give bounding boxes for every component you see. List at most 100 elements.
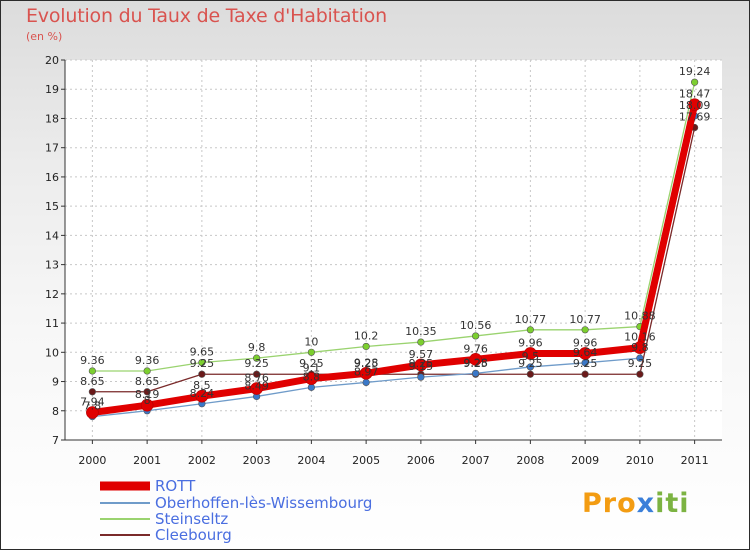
data-point-oberhoffen-l-s-wissembourg	[636, 354, 644, 362]
data-point-cleebourg	[526, 370, 534, 378]
data-point-rott	[359, 367, 373, 380]
data-label-rott: 9.1	[303, 362, 321, 375]
x-tick-label: 2011	[681, 454, 709, 467]
data-point-cleebourg	[636, 370, 644, 378]
data-label-cleebourg: 9.25	[628, 357, 653, 370]
data-label-rott: 18.47	[679, 88, 711, 101]
data-label-cleebourg: 9.25	[299, 357, 324, 370]
data-point-steinseltz	[362, 342, 370, 351]
plot-background	[65, 60, 722, 440]
logo-part-1: Pro	[582, 488, 637, 519]
data-label-cleebourg: 17.69	[679, 111, 711, 124]
data-point-cleebourg	[581, 370, 589, 378]
data-point-steinseltz	[198, 358, 206, 367]
data-point-steinseltz	[253, 354, 261, 362]
data-label-oberhoffen-l-s-wissembourg: 8.97	[354, 365, 379, 378]
data-label-cleebourg: 9.25	[409, 357, 434, 370]
y-tick-label: 9	[52, 376, 59, 389]
y-tick-label: 14	[45, 229, 59, 242]
data-point-rott	[305, 372, 318, 385]
data-label-steinseltz: 9.36	[135, 354, 160, 367]
data-label-oberhoffen-l-s-wissembourg: 8.8	[303, 370, 321, 383]
series-line-cleebourg	[91, 126, 696, 393]
y-tick-label: 17	[45, 142, 59, 155]
data-label-oberhoffen-l-s-wissembourg: 18.09	[679, 99, 711, 112]
y-tick-label: 16	[45, 171, 59, 184]
data-point-rott	[86, 406, 99, 419]
data-point-cleebourg	[88, 388, 96, 396]
data-point-rott	[524, 347, 537, 360]
data-point-cleebourg	[198, 370, 206, 378]
data-label-cleebourg: 8.65	[135, 375, 160, 388]
chart-title: Evolution du Taux de Taxe d'Habitation	[26, 5, 387, 27]
data-label-rott: 9.96	[573, 336, 598, 349]
data-label-rott: 7.94	[80, 396, 105, 409]
data-label-steinseltz: 10.56	[460, 319, 492, 332]
data-label-rott: 9.76	[463, 342, 488, 355]
data-point-steinseltz	[307, 348, 315, 356]
data-label-oberhoffen-l-s-wissembourg: 9.5	[522, 350, 540, 363]
data-point-oberhoffen-l-s-wissembourg	[472, 369, 480, 377]
data-point-cleebourg	[253, 370, 261, 378]
data-label-steinseltz: 10.77	[569, 313, 601, 326]
data-point-cleebourg	[143, 388, 151, 396]
chart-unit: (en %)	[26, 30, 63, 43]
data-label-rott: 9.28	[354, 356, 379, 369]
data-label-rott: 10.16	[624, 331, 656, 344]
y-tick-label: 10	[45, 346, 59, 359]
legend-label-rott: ROTT	[155, 477, 196, 495]
data-label-steinseltz: 9.8	[248, 341, 266, 354]
legend-label-cleebourg: Cleebourg	[155, 526, 232, 544]
data-point-steinseltz	[526, 326, 534, 334]
y-tick-label: 7	[52, 434, 59, 447]
proxiti-logo: Proxiti	[582, 488, 690, 519]
data-label-cleebourg: 8.65	[80, 375, 105, 388]
y-tick-label: 15	[45, 200, 59, 213]
data-label-cleebourg: 9.25	[463, 357, 488, 370]
data-point-steinseltz	[581, 326, 589, 334]
x-tick-label: 2001	[133, 454, 161, 467]
y-tick-label: 20	[45, 54, 59, 67]
data-label-rott: 8.19	[135, 388, 160, 401]
data-point-rott	[469, 353, 482, 366]
data-point-steinseltz	[88, 367, 96, 375]
x-tick-label: 2008	[516, 454, 544, 467]
data-label-steinseltz: 10.77	[515, 313, 547, 326]
data-label-oberhoffen-l-s-wissembourg: 9.64	[573, 346, 598, 359]
y-tick-label: 12	[45, 288, 59, 301]
data-label-oberhoffen-l-s-wissembourg: 7.8	[84, 400, 102, 413]
data-point-oberhoffen-l-s-wissembourg	[417, 373, 425, 381]
y-tick-label: 18	[45, 112, 59, 125]
data-label-oberhoffen-l-s-wissembourg: 8	[144, 394, 151, 407]
data-label-cleebourg: 9.25	[190, 357, 215, 370]
data-point-rott	[633, 341, 647, 354]
data-point-rott	[195, 389, 209, 403]
logo-part-2: x	[636, 488, 656, 519]
data-point-steinseltz	[691, 78, 699, 86]
data-point-oberhoffen-l-s-wissembourg	[307, 383, 315, 391]
series-line-steinseltz	[91, 81, 696, 372]
data-label-oberhoffen-l-s-wissembourg: 9.28	[463, 356, 488, 369]
data-label-oberhoffen-l-s-wissembourg: 9.8	[631, 341, 649, 354]
data-point-steinseltz	[417, 338, 425, 346]
data-label-oberhoffen-l-s-wissembourg: 8.24	[190, 387, 215, 400]
data-label-rott: 9.96	[518, 336, 543, 349]
y-tick-label: 8	[52, 405, 59, 418]
data-label-rott: 8.76	[244, 372, 269, 385]
series-line-rott	[88, 101, 699, 417]
data-label-cleebourg: 9.25	[244, 357, 269, 370]
data-point-rott	[250, 382, 263, 395]
data-point-rott	[140, 398, 154, 412]
x-tick-label: 2004	[297, 454, 325, 467]
series-line-oberhoffen-l-s-wissembourg	[91, 115, 696, 418]
data-label-steinseltz: 10.2	[354, 329, 379, 342]
data-label-oberhoffen-l-s-wissembourg: 8.49	[244, 379, 269, 392]
y-tick-label: 19	[45, 83, 59, 96]
data-label-steinseltz: 19.24	[679, 65, 711, 78]
data-label-cleebourg: 9.25	[573, 357, 598, 370]
x-tick-label: 2007	[462, 454, 490, 467]
x-tick-label: 2000	[78, 454, 106, 467]
data-label-steinseltz: 9.65	[190, 346, 215, 359]
data-label-steinseltz: 10	[304, 335, 318, 348]
